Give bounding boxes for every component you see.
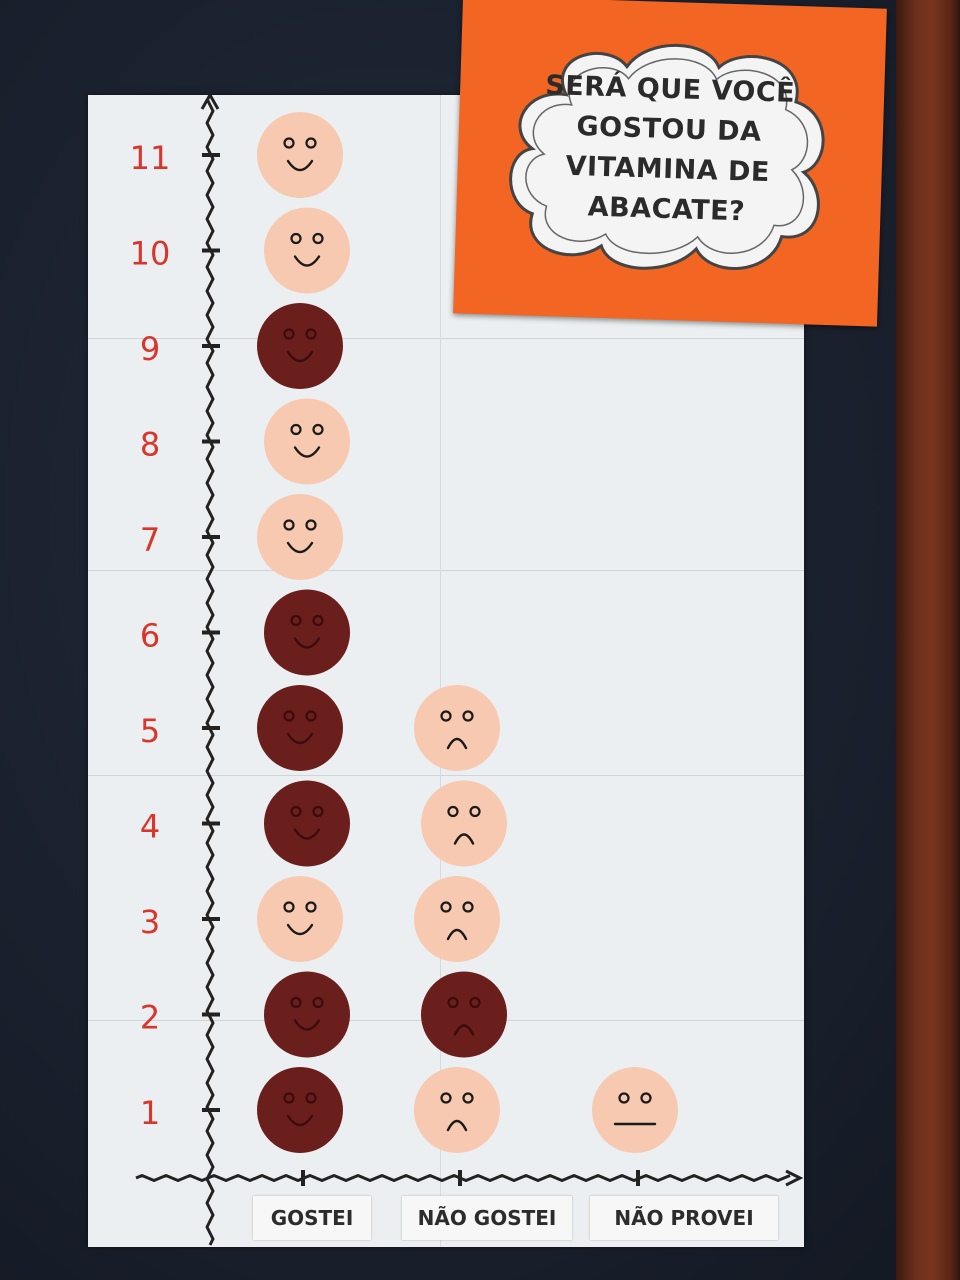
face-2-3 xyxy=(414,876,500,962)
y-tick-label-7: 7 xyxy=(140,521,160,559)
face-1-9-mouth xyxy=(286,350,314,363)
face-3-1-left-eye xyxy=(618,1092,630,1104)
face-1-2-right-eye xyxy=(312,996,324,1009)
y-axis-arrow xyxy=(200,95,220,110)
face-2-2 xyxy=(421,971,507,1058)
y-tick-label-10: 10 xyxy=(130,235,171,273)
face-1-9-right-eye xyxy=(305,328,317,340)
face-1-7-right-eye xyxy=(305,519,317,531)
face-2-5-mouth xyxy=(446,737,468,750)
y-tick-label-5: 5 xyxy=(140,712,160,750)
face-1-9-left-eye xyxy=(283,328,295,340)
face-2-1 xyxy=(414,1067,500,1153)
face-1-1-left-eye xyxy=(283,1092,295,1104)
y-tick-label-3: 3 xyxy=(140,903,160,941)
y-axis xyxy=(205,98,215,1246)
face-1-11-left-eye xyxy=(283,137,295,149)
face-1-6 xyxy=(264,589,350,676)
face-1-6-left-eye xyxy=(290,614,302,627)
face-2-2-right-eye xyxy=(469,996,481,1009)
face-1-1-right-eye xyxy=(305,1092,317,1104)
face-1-5 xyxy=(257,685,343,771)
face-1-11 xyxy=(257,112,343,198)
face-1-4-mouth xyxy=(293,828,321,840)
face-2-2-left-eye xyxy=(447,996,459,1009)
face-1-7 xyxy=(257,494,343,580)
x-axis xyxy=(135,1174,791,1182)
face-1-3 xyxy=(257,876,343,962)
face-1-3-left-eye xyxy=(283,901,295,913)
cloud-shape xyxy=(509,43,825,270)
face-3-1-right-eye xyxy=(640,1092,652,1104)
face-2-1-left-eye xyxy=(440,1092,452,1104)
face-1-4-left-eye xyxy=(290,805,302,818)
y-tick-label-1: 1 xyxy=(140,1094,160,1132)
y-tick-label-8: 8 xyxy=(140,426,160,464)
category-label-nao-provei: NÃO PROVEI xyxy=(590,1196,778,1240)
face-1-8 xyxy=(264,398,350,485)
face-1-8-left-eye xyxy=(290,423,302,436)
face-1-1 xyxy=(257,1067,343,1153)
x-axis-arrow xyxy=(785,1169,804,1187)
face-1-5-left-eye xyxy=(283,710,295,722)
face-2-4 xyxy=(421,780,507,867)
face-1-10-left-eye xyxy=(290,232,302,245)
face-2-3-mouth xyxy=(446,928,468,941)
y-tick-label-11: 11 xyxy=(130,139,171,177)
face-2-1-right-eye xyxy=(462,1092,474,1104)
face-1-6-mouth xyxy=(293,637,321,649)
face-1-8-right-eye xyxy=(312,423,324,436)
face-1-10-mouth xyxy=(293,255,321,267)
face-2-4-mouth xyxy=(453,833,475,845)
face-1-10 xyxy=(264,207,350,294)
face-2-4-right-eye xyxy=(469,805,481,818)
face-3-1 xyxy=(592,1067,678,1153)
wooden-frame xyxy=(896,0,960,1280)
category-label-nao-gostei: NÃO GOSTEI xyxy=(402,1196,572,1240)
face-1-9 xyxy=(257,303,343,389)
face-1-11-right-eye xyxy=(305,137,317,149)
face-1-3-mouth xyxy=(286,923,314,936)
face-1-10-right-eye xyxy=(312,232,324,245)
face-2-1-mouth xyxy=(446,1119,468,1132)
title-sign: SERÁ QUE VOCÊ GOSTOU DA VITAMINA DE ABAC… xyxy=(453,0,887,327)
y-tick-label-9: 9 xyxy=(140,330,160,368)
face-2-5-left-eye xyxy=(440,710,452,722)
face-2-3-right-eye xyxy=(462,901,474,913)
face-1-1-mouth xyxy=(286,1114,314,1127)
face-2-5 xyxy=(414,685,500,771)
face-1-5-mouth xyxy=(286,732,314,745)
y-tick-label-6: 6 xyxy=(140,617,160,655)
face-1-7-mouth xyxy=(286,541,314,554)
face-1-11-mouth xyxy=(286,159,314,172)
y-tick-label-4: 4 xyxy=(140,808,160,846)
face-1-7-left-eye xyxy=(283,519,295,531)
face-1-2-left-eye xyxy=(290,996,302,1009)
category-label-gostei: GOSTEI xyxy=(253,1196,371,1240)
face-2-4-left-eye xyxy=(447,805,459,818)
face-2-2-mouth xyxy=(453,1024,475,1036)
face-1-8-mouth xyxy=(293,446,321,458)
face-1-6-right-eye xyxy=(312,614,324,627)
face-2-5-right-eye xyxy=(462,710,474,722)
pictograph-chart: 1 2 3 4 5 6 7 8 9 10 11 xyxy=(130,95,804,1246)
face-1-4-right-eye xyxy=(312,805,324,818)
face-1-4 xyxy=(264,780,350,867)
face-1-2 xyxy=(264,971,350,1058)
face-1-3-right-eye xyxy=(305,901,317,913)
face-2-3-left-eye xyxy=(440,901,452,913)
face-1-2-mouth xyxy=(293,1019,321,1031)
face-1-5-right-eye xyxy=(305,710,317,722)
y-tick-label-2: 2 xyxy=(140,999,160,1037)
chart-title: SERÁ QUE VOCÊ GOSTOU DA VITAMINA DE ABAC… xyxy=(544,70,796,228)
